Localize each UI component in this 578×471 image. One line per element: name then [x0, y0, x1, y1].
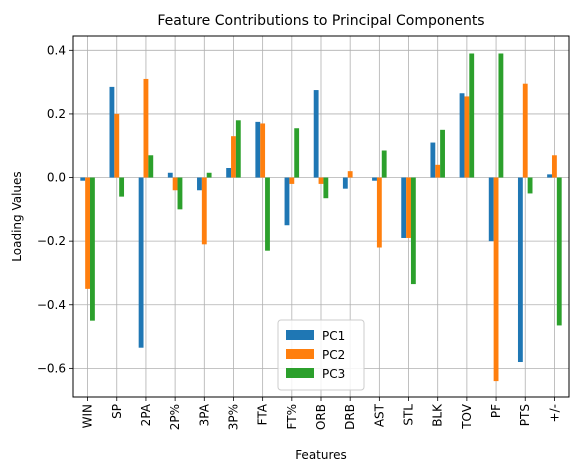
bar-pc3-orb [323, 177, 329, 199]
bar-pc3-pf [498, 53, 504, 178]
bar-pc3-ast [381, 150, 387, 178]
bar-pc2-orb [318, 177, 324, 184]
bar-pc2-sp [114, 113, 120, 178]
bar-pc2-win [85, 177, 91, 289]
x-tick-label: FT% [285, 404, 299, 429]
y-tick-label: −0.2 [37, 234, 66, 248]
bar-pc1-ft [284, 177, 290, 226]
x-tick-label: 3PA [197, 403, 211, 426]
x-tick-label: SP [110, 404, 124, 419]
legend-swatch-pc1 [286, 330, 314, 340]
bar-pc3-sp [119, 177, 125, 197]
y-tick-label: −0.4 [37, 298, 66, 312]
bar-pc3- [556, 177, 562, 326]
bar-pc3-stl [410, 177, 416, 285]
x-tick-label: FTA [256, 403, 270, 425]
legend-label-pc2: PC2 [322, 348, 345, 362]
chart-title: Feature Contributions to Principal Compo… [157, 13, 484, 29]
bar-pc2-3p [231, 136, 236, 178]
bar-pc3-tov [469, 53, 475, 178]
bar-pc3-ft [294, 128, 300, 178]
x-tick-label: 2P% [168, 404, 182, 430]
bar-pc1-pts [517, 177, 523, 363]
bar-pc1-ast [372, 177, 377, 181]
bar-pc2-2p [172, 177, 178, 191]
x-tick-label: PF [489, 404, 503, 418]
legend-label-pc3: PC3 [322, 367, 345, 381]
bar-pc1-2p [167, 172, 173, 178]
bar-pc2-pf [493, 177, 499, 382]
x-tick-label: WIN [81, 404, 95, 428]
bar-pc2-ft [289, 177, 295, 184]
bar-pc3-2pa [148, 155, 154, 178]
bar-pc1-3p [226, 167, 232, 178]
x-tick-label: ORB [314, 404, 328, 430]
bar-pc1-tov [459, 93, 465, 178]
bars [80, 53, 562, 382]
y-tick-label: 0.4 [47, 43, 66, 57]
bar-pc1-3pa [197, 177, 202, 191]
legend-label-pc1: PC1 [322, 329, 345, 343]
bar-pc1-stl [401, 177, 407, 238]
plot-frame [72, 35, 570, 398]
bar-pc3-fta [265, 177, 270, 251]
ticks: 0.4 0.2 0.0 −0.2 −0.4 −0.6 WIN SP 2PA 2P% 3PA 3P% FT… [37, 43, 562, 430]
bar-pc2-3pa [201, 177, 207, 245]
bar-pc1-sp [109, 86, 115, 178]
bar-pc2-drb [347, 171, 353, 178]
bar-pc1-win [80, 177, 86, 181]
x-axis-title: Features [295, 448, 347, 462]
bar-pc3-pts [527, 177, 533, 194]
bar-pc1-pf [488, 177, 494, 242]
y-tick-label: 0.2 [47, 107, 66, 121]
bar-pc1-drb [342, 177, 348, 189]
bar-pc3-2p [177, 177, 183, 210]
bar-pc1-orb [313, 90, 319, 178]
bar-pc2-ast [376, 177, 382, 248]
legend: PC1 PC2 PC3 [277, 319, 365, 391]
bar-pc1-fta [255, 121, 261, 178]
bar-pc3-3pa [206, 172, 212, 178]
bar-pc3-3p [235, 120, 241, 178]
x-tick-label: +/- [547, 404, 561, 422]
bar-pc1-2pa [138, 177, 144, 348]
bar-pc3-win [90, 177, 95, 321]
bar-pc1-blk [430, 142, 436, 178]
x-tick-label: 3P% [226, 404, 240, 430]
bar-pc2-tov [464, 96, 470, 178]
bar-pc2-2pa [143, 78, 149, 178]
bar-pc2-blk [435, 164, 441, 178]
bar-pc2-fta [260, 123, 266, 178]
bar-pc2-pts [522, 83, 528, 178]
x-tick-label: TOV [460, 403, 474, 430]
bar-pc1- [547, 174, 552, 178]
x-tick-label: PTS [518, 404, 532, 426]
x-tick-label: STL [402, 404, 416, 426]
legend-swatch-pc2 [286, 349, 314, 359]
x-tick-label: AST [372, 403, 386, 427]
x-tick-label: 2PA [139, 403, 153, 426]
x-tick-label: DRB [343, 404, 357, 430]
y-tick-label: 0.0 [47, 171, 66, 185]
y-axis-title: Loading Values [10, 171, 24, 261]
bar-pc2-stl [406, 177, 411, 238]
x-tick-label: BLK [431, 403, 445, 427]
legend-swatch-pc3 [286, 368, 314, 378]
y-tick-label: −0.6 [37, 361, 66, 375]
bar-pc2- [551, 155, 557, 178]
bar-pc3-blk [440, 129, 445, 178]
